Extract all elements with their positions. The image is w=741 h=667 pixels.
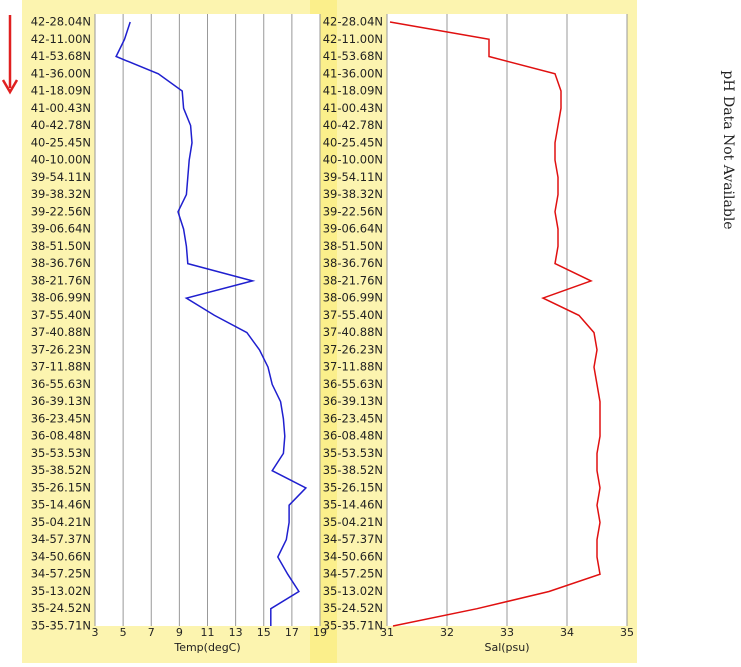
y-tick-label: 41-36.00N [323,66,383,80]
y-tick-label: 40-25.45N [323,135,383,149]
y-tick-label: 39-22.56N [323,204,383,218]
y-tick-label: 37-40.88N [323,325,383,339]
y-tick-label: 39-22.56N [31,204,91,218]
y-tick-label: 38-36.76N [31,256,91,270]
x-tick-label: 33 [500,626,514,639]
y-tick-label: 39-54.11N [31,170,91,184]
y-tick-label: 40-42.78N [31,118,91,132]
y-tick-label: 39-06.64N [323,222,383,236]
y-tick-label: 36-08.48N [323,429,383,443]
y-tick-label: 35-04.21N [31,515,91,529]
x-tick-label: 31 [380,626,394,639]
y-tick-label: 39-06.64N [31,222,91,236]
x-tick-label: 19 [313,626,327,639]
y-tick-label: 40-10.00N [323,153,383,167]
y-tick-label: 36-55.63N [323,377,383,391]
y-tick-label: 39-38.32N [323,187,383,201]
x-tick-label: 3 [92,626,99,639]
x-tick-label: 11 [201,626,215,639]
data-line [115,21,308,626]
y-tick-label: 42-28.04N [31,15,91,29]
y-tick-label: 35-14.46N [31,498,91,512]
x-axis-label: Sal(psu) [484,641,529,654]
y-tick-label: 35-53.53N [323,446,383,460]
y-tick-label: 35-26.15N [323,480,383,494]
ph-note: pH Data Not Available [720,70,736,229]
y-tick-label: 35-38.52N [323,463,383,477]
y-tick-label: 38-06.99N [323,291,383,305]
y-tick-label: 37-11.88N [323,360,383,374]
x-tick-label: 15 [257,626,271,639]
data-line [389,21,601,627]
y-tick-label: 38-21.76N [323,273,383,287]
y-tick-label: 34-50.66N [323,549,383,563]
y-tick-label: 39-54.11N [323,170,383,184]
y-tick-label: 37-11.88N [31,360,91,374]
y-tick-label: 41-18.09N [31,84,91,98]
direction-arrow-head [1,79,19,95]
y-tick-label: 38-06.99N [31,291,91,305]
y-tick-label: 34-57.37N [31,532,91,546]
y-tick-label: 41-53.68N [323,49,383,63]
y-tick-label: 42-11.00N [31,32,91,46]
y-tick-label: 39-38.32N [31,187,91,201]
y-tick-label: 38-51.50N [323,239,383,253]
y-tick-label: 35-53.53N [31,446,91,460]
y-tick-label: 34-57.37N [323,532,383,546]
y-tick-label: 41-18.09N [323,84,383,98]
y-tick-label: 36-08.48N [31,429,91,443]
y-tick-label: 40-42.78N [323,118,383,132]
y-tick-label: 35-24.52N [323,601,383,615]
y-tick-label: 34-50.66N [31,549,91,563]
x-tick-label: 13 [229,626,243,639]
y-tick-label: 38-36.76N [323,256,383,270]
x-axis-label: Temp(degC) [173,641,240,654]
y-tick-label: 35-04.21N [323,515,383,529]
y-tick-label: 41-36.00N [31,66,91,80]
y-tick-label: 35-13.02N [323,584,383,598]
y-tick-label: 41-00.43N [31,101,91,115]
x-tick-label: 34 [560,626,574,639]
x-tick-label: 7 [148,626,155,639]
y-tick-label: 37-40.88N [31,325,91,339]
y-tick-label: 41-00.43N [323,101,383,115]
y-tick-label: 35-14.46N [323,498,383,512]
y-tick-label: 35-24.52N [31,601,91,615]
y-tick-label: 36-39.13N [323,394,383,408]
y-tick-label: 35-38.52N [31,463,91,477]
y-tick-label: 35-26.15N [31,480,91,494]
y-tick-label: 35-35.71N [31,619,91,633]
y-tick-label: 37-26.23N [323,342,383,356]
y-tick-label: 34-57.25N [323,567,383,581]
y-tick-label: 38-21.76N [31,273,91,287]
y-tick-label: 35-35.71N [323,619,383,633]
y-tick-label: 36-39.13N [31,394,91,408]
y-tick-label: 35-13.02N [31,584,91,598]
y-tick-label: 37-55.40N [323,308,383,322]
y-tick-label: 40-10.00N [31,153,91,167]
y-tick-label: 41-53.68N [31,49,91,63]
y-tick-label: 42-28.04N [323,15,383,29]
y-tick-label: 36-55.63N [31,377,91,391]
x-tick-label: 17 [285,626,299,639]
y-tick-label: 40-25.45N [31,135,91,149]
y-tick-label: 34-57.25N [31,567,91,581]
y-tick-label: 38-51.50N [31,239,91,253]
y-tick-label: 36-23.45N [323,411,383,425]
x-tick-label: 35 [620,626,634,639]
x-tick-label: 5 [120,626,127,639]
y-tick-label: 37-26.23N [31,342,91,356]
y-tick-label: 37-55.40N [31,308,91,322]
x-tick-label: 9 [176,626,183,639]
y-tick-label: 42-11.00N [323,32,383,46]
y-tick-label: 36-23.45N [31,411,91,425]
x-tick-label: 32 [440,626,454,639]
